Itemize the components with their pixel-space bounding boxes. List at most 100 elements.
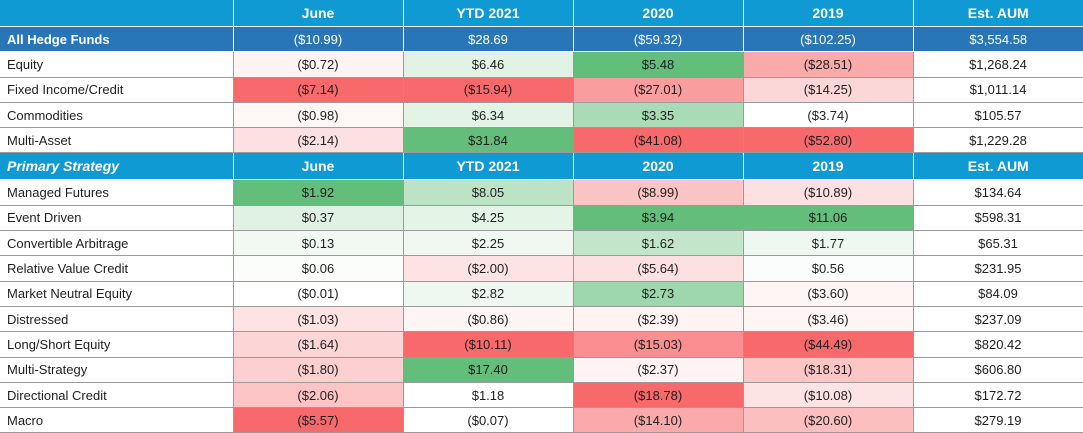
cell-2019: ($10.08): [743, 382, 914, 409]
row-label: Managed Futures: [0, 179, 234, 206]
row-label: Equity: [0, 51, 234, 78]
strategy-row: Multi-Strategy ($1.80) $17.40 ($2.37) ($18.3…: [0, 357, 1083, 383]
strategy-row: Convertible Arbitrage $0.13 $2.25 $1.62 $1.7…: [0, 230, 1083, 257]
column-header-2020: 2020: [573, 0, 744, 27]
cell-june: ($7.14): [233, 77, 404, 103]
column-header-2019: 2019: [743, 152, 914, 181]
cell-june: ($0.01): [233, 281, 404, 307]
asset-class-row: Multi-Asset ($2.14) $31.84 ($41.08) ($52.80)…: [0, 127, 1083, 154]
cell-2020: ($15.03): [573, 331, 744, 358]
column-header-2020: 2020: [573, 152, 744, 181]
cell-june: $0.13: [233, 230, 404, 257]
cell-2019: $1.77: [743, 230, 914, 257]
cell-2020: ($5.64): [573, 255, 744, 282]
cell-2019: ($14.25): [743, 77, 914, 103]
column-header-june: June: [233, 152, 404, 181]
cell-2020: $5.48: [573, 51, 744, 78]
cell-ytd-2021: ($2.00): [403, 255, 574, 282]
row-label: Event Driven: [0, 205, 234, 232]
cell-june: ($1.64): [233, 331, 404, 358]
cell-june: $0.37: [233, 205, 404, 232]
column-header-ytd-2021: YTD 2021: [403, 152, 574, 181]
cell-est-aum: $598.31: [913, 205, 1083, 232]
cell-est-aum: $237.09: [913, 306, 1083, 333]
cell-2020: $3.35: [573, 102, 744, 129]
cell-ytd-2021: $17.40: [403, 357, 574, 383]
row-label: Relative Value Credit: [0, 255, 234, 282]
cell-est-aum: $279.19: [913, 407, 1083, 433]
cell-2019: ($52.80): [743, 127, 914, 154]
cell-est-aum: $84.09: [913, 281, 1083, 307]
primary-strategy-header-row: Primary Strategy June YTD 2021 2020 2019 Est.…: [0, 152, 1083, 181]
cell-2019: ($20.60): [743, 407, 914, 433]
column-header-est-aum: Est. AUM: [913, 152, 1083, 181]
column-header-ytd-2021: YTD 2021: [403, 0, 574, 27]
cell-june: $1.92: [233, 179, 404, 206]
cell-2020: ($18.78): [573, 382, 744, 409]
cell-2019: ($28.51): [743, 51, 914, 78]
strategy-row: Event Driven $0.37 $4.25 $3.94 $11.06 $598.31: [0, 205, 1083, 232]
asset-class-row: Equity ($0.72) $6.46 $5.48 ($28.51) $1,268.24: [0, 51, 1083, 78]
asset-class-row: Commodities ($0.98) $6.34 $3.35 ($3.74) $105.…: [0, 102, 1083, 129]
cell-2020: $1.62: [573, 230, 744, 257]
cell-2020: ($2.37): [573, 357, 744, 383]
cell-est-aum: $1,268.24: [913, 51, 1083, 78]
row-label: Commodities: [0, 102, 234, 129]
strategy-row: Macro ($5.57) ($0.07) ($14.10) ($20.60) $279.…: [0, 407, 1083, 433]
cell-est-aum: $172.72: [913, 382, 1083, 409]
column-header-est-aum: Est. AUM: [913, 0, 1083, 27]
cell-2020: ($59.32): [573, 26, 744, 53]
cell-2019: ($3.74): [743, 102, 914, 129]
cell-ytd-2021: $2.25: [403, 230, 574, 257]
cell-2019: ($102.25): [743, 26, 914, 53]
header-corner: [0, 0, 234, 27]
cell-2020: ($27.01): [573, 77, 744, 103]
section-title: Primary Strategy: [0, 152, 234, 181]
cell-est-aum: $3,554.58: [913, 26, 1083, 53]
row-label: Convertible Arbitrage: [0, 230, 234, 257]
all-hedge-funds-row: All Hedge Funds ($10.99) $28.69 ($59.32)…: [0, 26, 1083, 53]
strategy-row: Market Neutral Equity ($0.01) $2.82 $2.73 ($…: [0, 281, 1083, 307]
cell-ytd-2021: ($0.07): [403, 407, 574, 433]
row-label: Distressed: [0, 306, 234, 333]
strategy-row: Long/Short Equity ($1.64) ($10.11) ($15.03)…: [0, 331, 1083, 358]
row-label: Long/Short Equity: [0, 331, 234, 358]
cell-2020: $2.73: [573, 281, 744, 307]
row-label: Macro: [0, 407, 234, 433]
asset-class-row: Fixed Income/Credit ($7.14) ($15.94) ($27.0…: [0, 77, 1083, 103]
cell-est-aum: $134.64: [913, 179, 1083, 206]
cell-june: $0.06: [233, 255, 404, 282]
cell-ytd-2021: $2.82: [403, 281, 574, 307]
column-header-row: June YTD 2021 2020 2019 Est. AUM: [0, 0, 1083, 27]
cell-june: ($0.98): [233, 102, 404, 129]
strategy-row: Relative Value Credit $0.06 ($2.00) ($5.64)…: [0, 255, 1083, 282]
cell-june: ($1.03): [233, 306, 404, 333]
cell-ytd-2021: ($0.86): [403, 306, 574, 333]
row-label: All Hedge Funds: [0, 26, 234, 53]
row-label: Market Neutral Equity: [0, 281, 234, 307]
strategy-row: Distressed ($1.03) ($0.86) ($2.39) ($3.46) $2…: [0, 306, 1083, 333]
cell-ytd-2021: $1.18: [403, 382, 574, 409]
cell-ytd-2021: $6.34: [403, 102, 574, 129]
column-header-2019: 2019: [743, 0, 914, 27]
cell-2020: ($41.08): [573, 127, 744, 154]
row-label: Multi-Strategy: [0, 357, 234, 383]
cell-2019: ($44.49): [743, 331, 914, 358]
cell-june: ($2.06): [233, 382, 404, 409]
cell-2020: $3.94: [573, 205, 744, 232]
cell-ytd-2021: $31.84: [403, 127, 574, 154]
cell-est-aum: $820.42: [913, 331, 1083, 358]
strategy-row: Directional Credit ($2.06) $1.18 ($18.78) ($…: [0, 382, 1083, 409]
cell-est-aum: $1,011.14: [913, 77, 1083, 103]
cell-est-aum: $105.57: [913, 102, 1083, 129]
strategy-row: Managed Futures $1.92 $8.05 ($8.99) ($10.89)…: [0, 179, 1083, 206]
cell-june: ($1.80): [233, 357, 404, 383]
row-label: Multi-Asset: [0, 127, 234, 154]
cell-ytd-2021: ($10.11): [403, 331, 574, 358]
cell-2019: $11.06: [743, 205, 914, 232]
cell-2019: ($3.46): [743, 306, 914, 333]
row-label: Fixed Income/Credit: [0, 77, 234, 103]
cell-2019: ($10.89): [743, 179, 914, 206]
cell-ytd-2021: $8.05: [403, 179, 574, 206]
